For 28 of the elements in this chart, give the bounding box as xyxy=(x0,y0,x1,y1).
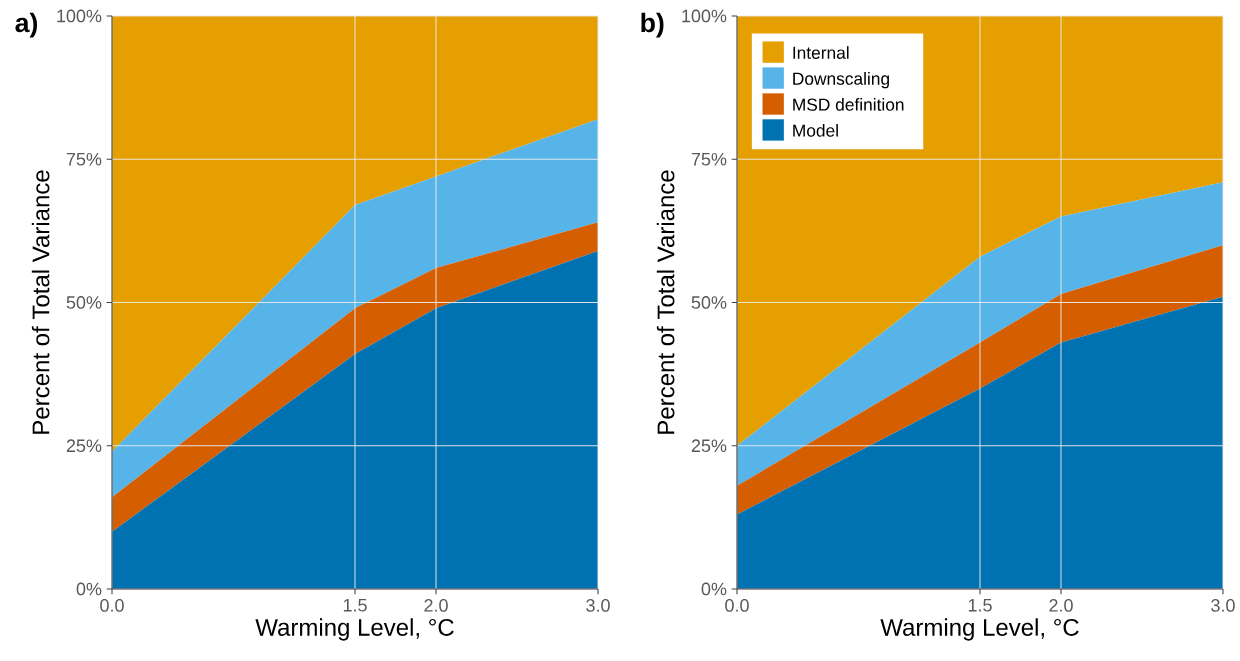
legend-label: Model xyxy=(793,124,838,137)
x-tick-label: 0.0 xyxy=(725,599,749,612)
x-tick-label: 1.5 xyxy=(968,599,992,612)
x-tick-label: 0.0 xyxy=(100,599,124,612)
legend-label: MSD definition xyxy=(793,98,904,111)
x-tick-label: 1.5 xyxy=(343,599,367,612)
x-tick-label: 2.0 xyxy=(424,599,448,612)
x-axis-title: Warming Level, °C xyxy=(255,618,454,641)
y-tick-label: 100% xyxy=(57,9,102,23)
y-tick-label: 0% xyxy=(76,582,102,596)
chart-title: b) xyxy=(641,12,664,38)
y-tick-label: 100% xyxy=(682,9,727,23)
y-tick-label: 50% xyxy=(691,296,727,309)
y-tick-label: 50% xyxy=(66,296,102,309)
y-axis-title: Percent of Total Variance xyxy=(656,170,675,434)
x-axis-title: Warming Level, °C xyxy=(880,618,1079,641)
y-tick-label: 75% xyxy=(691,152,727,166)
y-tick-label: 25% xyxy=(66,439,102,453)
x-tick-label: 2.0 xyxy=(1049,599,1073,612)
y-tick-label: 75% xyxy=(66,152,102,166)
y-axis-title: Percent of Total Variance xyxy=(31,170,50,434)
y-tick-label: 25% xyxy=(691,439,727,453)
legend-label: Internal xyxy=(793,46,849,59)
chart-title: a) xyxy=(15,12,38,38)
legend-label: Downscaling xyxy=(793,72,889,89)
x-tick-label: 3.0 xyxy=(1211,599,1235,612)
y-tick-label: 0% xyxy=(701,582,727,596)
x-tick-label: 3.0 xyxy=(586,599,610,612)
